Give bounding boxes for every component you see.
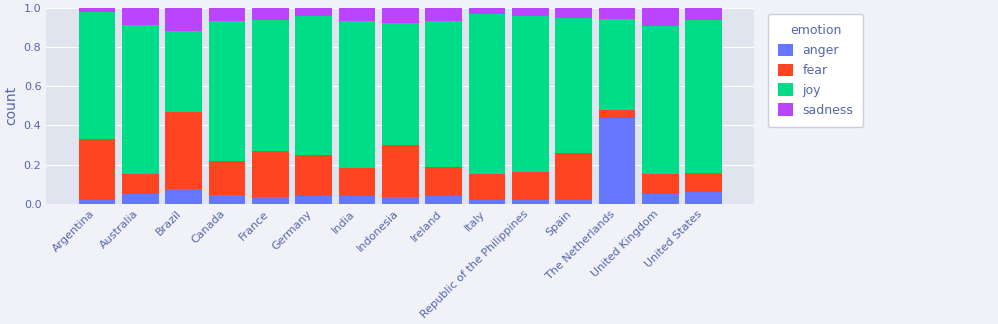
Bar — [209, 161, 246, 195]
Bar — [251, 20, 288, 151]
Bar — [209, 195, 246, 204]
Bar — [209, 21, 246, 161]
Bar — [166, 31, 202, 112]
Bar — [468, 200, 505, 204]
Bar — [686, 192, 723, 204]
Bar — [79, 139, 116, 200]
Bar — [382, 197, 419, 204]
Bar — [512, 172, 549, 200]
Bar — [555, 8, 592, 18]
Bar — [555, 18, 592, 153]
Bar — [512, 8, 549, 16]
Bar — [599, 118, 636, 204]
Bar — [425, 167, 462, 196]
Bar — [686, 173, 723, 192]
Bar — [122, 194, 159, 204]
Bar — [295, 155, 332, 196]
Bar — [468, 174, 505, 200]
Bar — [382, 8, 419, 23]
Bar — [468, 14, 505, 174]
Bar — [251, 8, 288, 20]
Bar — [512, 16, 549, 172]
Bar — [251, 151, 288, 197]
Y-axis label: count: count — [4, 87, 18, 125]
Bar — [166, 8, 202, 31]
Bar — [599, 8, 636, 19]
Bar — [642, 194, 679, 204]
Bar — [166, 112, 202, 189]
Bar — [79, 8, 116, 12]
Bar — [79, 200, 116, 204]
Bar — [122, 25, 159, 174]
Bar — [642, 8, 679, 26]
Bar — [251, 197, 288, 204]
Legend: anger, fear, joy, sadness: anger, fear, joy, sadness — [767, 14, 863, 127]
Bar — [599, 19, 636, 110]
Bar — [425, 196, 462, 204]
Bar — [382, 145, 419, 197]
Bar — [338, 196, 375, 204]
Bar — [122, 8, 159, 25]
Bar — [338, 168, 375, 196]
Bar — [686, 20, 723, 173]
Bar — [382, 23, 419, 145]
Bar — [642, 174, 679, 194]
Bar — [468, 8, 505, 14]
Bar — [338, 21, 375, 168]
Bar — [295, 196, 332, 204]
Bar — [338, 8, 375, 21]
Bar — [642, 26, 679, 174]
Bar — [295, 8, 332, 16]
Bar — [555, 200, 592, 204]
Bar — [555, 153, 592, 200]
Bar — [79, 12, 116, 139]
Bar — [425, 8, 462, 21]
Bar — [686, 8, 723, 20]
Bar — [209, 8, 246, 21]
Bar — [599, 110, 636, 118]
Bar — [425, 21, 462, 167]
Bar — [122, 174, 159, 194]
Bar — [512, 200, 549, 204]
Bar — [295, 16, 332, 155]
Bar — [166, 189, 202, 204]
